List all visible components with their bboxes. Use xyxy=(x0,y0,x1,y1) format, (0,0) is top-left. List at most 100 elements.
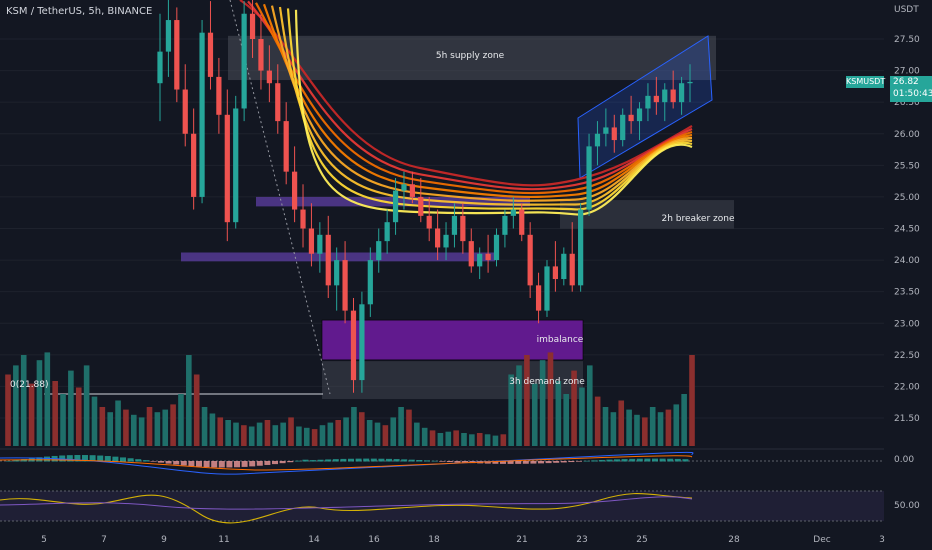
histogram-bar xyxy=(180,461,187,466)
candle-body xyxy=(460,215,466,242)
histogram-bar xyxy=(659,458,666,462)
ema-line xyxy=(270,5,693,202)
volume-bar xyxy=(162,409,169,446)
x-tick-label: 7 xyxy=(101,535,107,545)
histogram-bar xyxy=(135,459,142,462)
histogram-bar xyxy=(340,458,347,462)
ema-line xyxy=(255,2,693,195)
volume-bar xyxy=(123,409,129,446)
volume-bar xyxy=(642,417,648,446)
histogram-bar xyxy=(44,456,50,462)
histogram-bar xyxy=(401,459,408,462)
volume-bar xyxy=(280,422,286,446)
histogram-bar xyxy=(500,461,506,464)
volume-bar xyxy=(610,412,617,446)
volume-bar xyxy=(233,422,239,446)
histogram-bar xyxy=(370,458,377,462)
volume-bar xyxy=(264,420,271,446)
histogram-bar xyxy=(249,461,256,467)
volume-bar xyxy=(296,426,302,446)
candle-body xyxy=(199,32,205,197)
candle-body xyxy=(409,184,415,197)
histogram-bar xyxy=(127,458,134,462)
volume-bar xyxy=(20,355,27,446)
volume-bar xyxy=(461,433,467,446)
histogram-bar xyxy=(120,457,126,462)
histogram-bar xyxy=(454,461,461,463)
time-axis[interactable]: 5 7 9 11 14 16 18 21 23 25 28 Dec 3 xyxy=(41,535,885,545)
candle-body xyxy=(435,228,441,248)
volume-bar xyxy=(303,427,310,446)
histogram-bar xyxy=(173,461,180,465)
volume-bar xyxy=(508,374,514,446)
volume-bar xyxy=(186,355,192,446)
price-axis[interactable]: 27.50 27.00 26.50 26.00 25.50 25.00 24.50 24.00… xyxy=(894,35,920,511)
histogram-bar xyxy=(302,459,309,462)
volume-bar xyxy=(649,407,656,446)
candle-body xyxy=(300,209,306,229)
histogram-bar xyxy=(530,461,537,464)
zone-3h-demand-zone xyxy=(322,361,583,400)
candle-body xyxy=(636,108,643,122)
candle-body xyxy=(291,171,298,210)
y-tick-label: 27.00 xyxy=(894,67,920,77)
macd-line xyxy=(0,451,694,475)
axis-unit: USDT xyxy=(894,5,919,15)
zone-imbalance xyxy=(321,319,584,361)
histogram-bar xyxy=(104,456,111,462)
volume-bar xyxy=(524,355,530,446)
y-tick-label: 23.50 xyxy=(894,288,920,298)
volume-bar xyxy=(5,374,11,446)
candle-body xyxy=(527,234,533,286)
candle-body xyxy=(535,285,542,311)
ema-line xyxy=(262,3,693,199)
volume-bar xyxy=(130,414,137,446)
y-tick-label: 21.50 xyxy=(894,414,920,424)
x-tick-label: 28 xyxy=(728,535,740,545)
candle-body xyxy=(384,222,390,242)
volume-bar xyxy=(689,355,695,446)
channel-fill xyxy=(577,35,713,179)
volume-bar xyxy=(406,409,412,446)
histogram-bar xyxy=(682,459,689,462)
volume-bar xyxy=(414,422,420,446)
volume-bar xyxy=(563,394,570,446)
x-tick-label: 5 xyxy=(41,535,47,545)
candle-body xyxy=(241,13,247,109)
histogram-bar xyxy=(6,461,12,462)
histogram-bar xyxy=(439,461,446,462)
histogram-bar xyxy=(416,460,423,462)
candle-body xyxy=(586,146,592,210)
chart-title: KSM / TetherUS, 5h, BINANCE xyxy=(6,6,153,17)
histogram-bar xyxy=(636,458,643,462)
volume-bar xyxy=(311,429,318,446)
volume-bar xyxy=(634,414,640,446)
candle-body xyxy=(670,89,676,103)
y-tick-label: 24.00 xyxy=(894,256,920,266)
candle-body xyxy=(493,234,500,261)
candle-body xyxy=(342,260,348,311)
histogram-bar xyxy=(218,461,225,468)
y-tick-label: 25.00 xyxy=(894,193,920,203)
x-tick-label: 3 xyxy=(879,535,885,545)
zone-purple-lower xyxy=(181,252,495,262)
volume-bar xyxy=(13,365,19,446)
volume-bar xyxy=(52,381,58,446)
histogram-bar xyxy=(652,458,658,462)
volume-bar xyxy=(618,400,625,446)
volume-bar xyxy=(335,420,342,446)
histogram-bar xyxy=(348,458,354,462)
volume-bar xyxy=(555,381,562,446)
histogram-bar xyxy=(386,458,392,462)
y-tick-label: 22.00 xyxy=(894,382,920,392)
volume-bar xyxy=(146,407,153,446)
candle-body xyxy=(165,20,172,52)
volume-bar xyxy=(586,365,593,446)
candle-body xyxy=(687,81,693,84)
candle-body xyxy=(502,215,508,235)
histogram-bar xyxy=(310,460,316,462)
volume-bar xyxy=(115,400,121,446)
candle-body xyxy=(157,51,163,84)
candle-body xyxy=(207,32,214,77)
